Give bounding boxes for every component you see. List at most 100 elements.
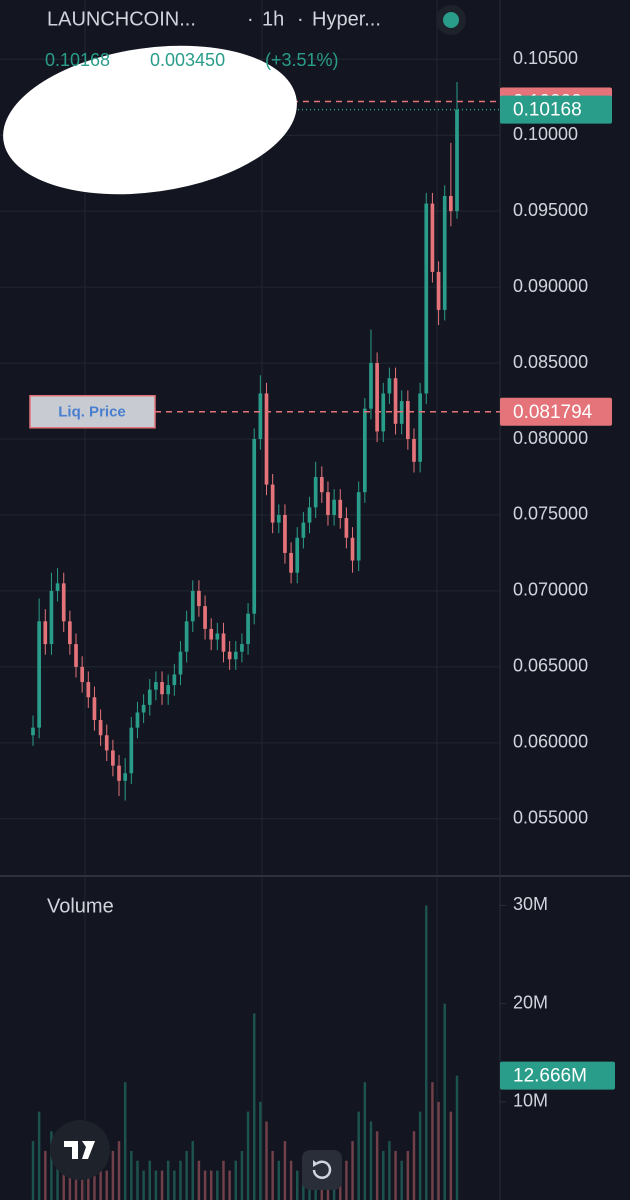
candle-body bbox=[92, 697, 97, 721]
candle-body bbox=[264, 393, 269, 485]
candle-body bbox=[129, 727, 134, 774]
volume-bar bbox=[369, 1121, 373, 1200]
change-percent: (+3.51%) bbox=[265, 50, 339, 70]
volume-bar bbox=[375, 1131, 379, 1200]
candle-body bbox=[387, 378, 392, 394]
volume-bar bbox=[455, 1075, 459, 1200]
y-tick-label: 0.080000 bbox=[513, 428, 588, 448]
volume-bar bbox=[209, 1170, 213, 1200]
volume-bar bbox=[382, 1150, 385, 1200]
candle-body bbox=[369, 363, 373, 409]
y-tick-label: 0.055000 bbox=[513, 808, 588, 828]
y-tick-label: 0.090000 bbox=[513, 276, 588, 296]
candle-body bbox=[227, 651, 232, 660]
volume-bar bbox=[240, 1150, 244, 1200]
volume-bar bbox=[443, 1003, 446, 1200]
volume-bar bbox=[265, 1121, 268, 1200]
candle-body bbox=[154, 682, 158, 690]
separator: · bbox=[297, 8, 304, 30]
tradingview-logo[interactable] bbox=[50, 1120, 110, 1180]
volume-bar bbox=[283, 1141, 287, 1200]
candle-body bbox=[240, 644, 244, 652]
candle-body bbox=[147, 689, 152, 705]
volume-bar bbox=[136, 1160, 139, 1200]
y-tick-label: 0.095000 bbox=[513, 200, 588, 220]
volume-tick-label: 10M bbox=[513, 1091, 548, 1111]
volume-bar bbox=[363, 1082, 367, 1200]
volume-tick-label: 20M bbox=[513, 992, 548, 1012]
volume-bar bbox=[62, 1150, 65, 1200]
volume-bar bbox=[259, 1101, 262, 1200]
candle-body bbox=[442, 195, 447, 310]
volume-bar bbox=[418, 1111, 422, 1200]
volume-bar bbox=[216, 1170, 219, 1200]
volume-label-box bbox=[500, 1061, 615, 1090]
volume-bar bbox=[388, 1141, 391, 1200]
reset-icon bbox=[312, 1160, 332, 1179]
status-dot bbox=[443, 12, 459, 28]
volume-bar bbox=[130, 1150, 133, 1200]
volume-bar bbox=[277, 1160, 281, 1200]
candle-body bbox=[215, 633, 220, 640]
volume-bar bbox=[437, 1101, 440, 1200]
candle-body bbox=[141, 704, 146, 713]
candle-body bbox=[197, 590, 201, 607]
candle-body bbox=[117, 765, 121, 781]
candle-body bbox=[319, 476, 324, 493]
candle-body bbox=[283, 514, 287, 553]
candle-body bbox=[178, 651, 183, 675]
candle-body bbox=[135, 712, 140, 728]
candle-body bbox=[43, 621, 48, 645]
candle-body bbox=[338, 499, 343, 519]
volume-bar bbox=[228, 1170, 231, 1200]
candle-body bbox=[412, 439, 416, 462]
candle-body bbox=[209, 628, 214, 640]
candle-body bbox=[190, 590, 195, 622]
candle-body bbox=[356, 492, 361, 561]
candle-body bbox=[326, 492, 330, 515]
volume-bar bbox=[117, 1141, 121, 1200]
volume-bar bbox=[68, 1160, 72, 1200]
candle-body bbox=[258, 393, 263, 440]
candle-body bbox=[111, 750, 115, 766]
candle-body bbox=[184, 621, 189, 652]
volume-bar bbox=[179, 1160, 182, 1200]
candle-body bbox=[123, 773, 128, 781]
candle-body bbox=[31, 727, 35, 736]
volume-bar bbox=[425, 905, 428, 1200]
candle-body bbox=[68, 621, 72, 645]
volume-bar bbox=[252, 1013, 256, 1200]
liq-label: Liq. Price bbox=[58, 404, 126, 421]
candle-body bbox=[301, 522, 306, 538]
volume-bar bbox=[123, 1082, 127, 1200]
candle-body bbox=[307, 507, 312, 523]
candle-body bbox=[418, 393, 422, 462]
candle-body bbox=[276, 514, 281, 523]
volume-bar bbox=[105, 1170, 108, 1200]
volume-bar bbox=[56, 1160, 59, 1200]
symbol: LAUNCHCOIN... bbox=[47, 8, 196, 30]
candle-body bbox=[344, 518, 349, 538]
price-label-box bbox=[500, 397, 612, 426]
candle-body bbox=[166, 685, 171, 695]
candle-body bbox=[221, 633, 226, 652]
volume-bar bbox=[203, 1170, 207, 1200]
volume-bar bbox=[160, 1170, 164, 1200]
reset-button[interactable] bbox=[302, 1150, 342, 1190]
volume-bar bbox=[148, 1160, 151, 1200]
volume-bar bbox=[173, 1170, 176, 1200]
candle-body bbox=[172, 674, 177, 686]
y-tick-label: 0.060000 bbox=[513, 732, 588, 752]
y-tick-label: 0.075000 bbox=[513, 504, 588, 524]
candle-body bbox=[49, 590, 54, 645]
candle-body bbox=[313, 476, 318, 508]
candle-body bbox=[289, 552, 293, 573]
candle-body bbox=[37, 621, 41, 728]
candle-body bbox=[381, 393, 386, 432]
y-tick-label: 0.065000 bbox=[513, 656, 588, 676]
separator: · bbox=[247, 8, 254, 30]
volume-bar bbox=[185, 1150, 188, 1200]
